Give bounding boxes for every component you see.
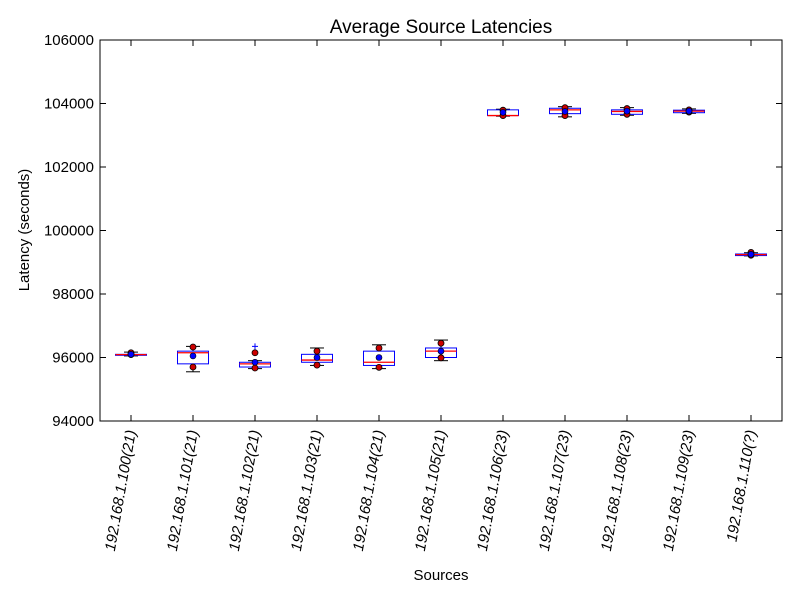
x-tick-label: 192.168.1.108(23) [598, 429, 636, 553]
y-tick-label: 98000 [52, 286, 94, 303]
box-8 [549, 104, 581, 119]
box-2 [177, 343, 209, 373]
x-tick-label: 192.168.1.100(21) [102, 429, 140, 553]
box-5 [363, 344, 395, 371]
box-3 [239, 343, 271, 372]
box-point-marker [437, 354, 445, 362]
x-axis-ticks: 192.168.1.100(21) 192.168.1.101(21) 192.16… [102, 40, 760, 552]
x-axis-label: Sources [413, 567, 468, 584]
box-mean-marker [747, 251, 755, 258]
x-tick-label: 192.168.1.102(21) [226, 429, 264, 553]
x-tick-label: 192.168.1.104(21) [350, 429, 388, 553]
y-tick-label: 96000 [52, 350, 94, 367]
box-point-marker [313, 361, 321, 369]
plot-area: 940009600098000100000102000104000106000 … [44, 32, 783, 552]
box-point-marker [189, 363, 197, 371]
x-tick-label: 192.168.1.101(21) [164, 429, 202, 553]
box-mean-marker [127, 351, 135, 358]
y-tick-label: 94000 [52, 413, 94, 430]
box-mean-marker [437, 347, 445, 355]
box-11 [735, 249, 767, 259]
x-tick-label: 192.168.1.107(23) [536, 429, 574, 553]
box-point-marker [251, 364, 259, 372]
box-point-marker [313, 347, 321, 355]
box-mean-marker [623, 107, 631, 115]
box-mean-marker [499, 109, 507, 116]
x-tick-label: 192.168.1.105(21) [412, 429, 450, 553]
box-mean-marker [251, 358, 259, 366]
box-point-marker [251, 349, 259, 357]
box-point-marker [189, 343, 197, 351]
box-mean-marker [375, 354, 383, 361]
box-mean-marker [561, 108, 569, 115]
y-axis-label: Latency (seconds) [16, 169, 33, 292]
y-tick-label: 102000 [44, 159, 94, 176]
box-mean-marker [313, 354, 321, 361]
box-1 [115, 349, 147, 359]
box-point-marker [375, 363, 383, 371]
box-mean-marker [189, 352, 197, 360]
chart-title: Average Source Latencies [330, 17, 553, 38]
x-tick-label: 192.168.1.110(?) [724, 429, 760, 543]
x-tick-label: 192.168.1.109(23) [660, 429, 698, 553]
y-tick-label: 100000 [44, 223, 94, 240]
box-10 [673, 106, 705, 116]
y-tick-label: 104000 [44, 96, 94, 113]
y-axis-ticks: 94000 96000 98000 100000 102000 104000 106000 [44, 32, 782, 430]
box-7 [487, 106, 519, 119]
box-4 [301, 347, 333, 369]
box-point-marker [375, 344, 383, 352]
box-6 [425, 339, 457, 362]
box-series [115, 104, 767, 373]
box-9 [611, 105, 643, 118]
x-tick-label: 192.168.1.106(23) [474, 429, 512, 553]
box-point-marker [437, 339, 445, 347]
box-mean-marker [685, 107, 693, 115]
x-tick-label: 192.168.1.103(21) [288, 429, 326, 553]
y-tick-label: 106000 [44, 32, 94, 49]
